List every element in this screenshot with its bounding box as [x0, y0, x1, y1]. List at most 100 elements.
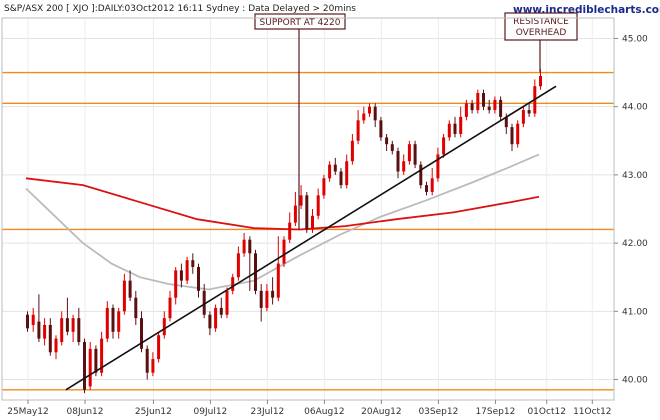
candle: [157, 331, 161, 363]
candle: [60, 311, 64, 346]
candle: [208, 311, 212, 336]
candle: [419, 161, 423, 189]
candle: [499, 96, 503, 121]
candle-body: [305, 195, 309, 230]
candle: [516, 120, 520, 148]
candle: [100, 331, 104, 377]
candle: [482, 89, 485, 111]
y-tick-label: 40.00: [622, 376, 648, 386]
candle: [282, 236, 286, 267]
candle: [197, 263, 200, 298]
candle: [151, 352, 155, 377]
y-tick-label: 43.00: [622, 171, 648, 181]
candle-body: [499, 99, 503, 117]
candle-body: [385, 137, 389, 145]
candle-body: [265, 290, 269, 308]
candle-body: [333, 164, 337, 172]
candle-body: [48, 324, 52, 353]
candle: [459, 106, 463, 138]
candle-body: [88, 348, 92, 387]
x-tick-label: 20Aug12: [361, 407, 401, 417]
candle: [436, 147, 440, 182]
candle-body: [368, 106, 371, 114]
candle-body: [447, 123, 451, 138]
candle-body: [100, 338, 104, 373]
candle: [339, 168, 343, 189]
candle: [470, 99, 474, 114]
candle: [140, 311, 143, 353]
candle-body: [208, 314, 212, 329]
candle-body: [248, 239, 252, 254]
candle-body: [396, 151, 400, 172]
candle: [248, 236, 252, 291]
grid: [2, 18, 614, 400]
candle-body: [185, 260, 189, 281]
candle: [48, 318, 52, 356]
candle-body: [276, 263, 280, 298]
resistance-label-line-1: RESISTANCE: [513, 17, 569, 27]
candle: [83, 338, 86, 394]
candle-body: [26, 314, 29, 329]
candle-body: [504, 116, 508, 128]
candle: [288, 212, 292, 244]
candle-body: [134, 297, 138, 319]
candle-body: [43, 324, 47, 339]
candle-body: [299, 195, 303, 206]
candle: [54, 335, 58, 360]
candle: [202, 284, 206, 319]
candle: [134, 290, 138, 325]
candle-body: [527, 110, 531, 114]
candle: [259, 284, 263, 322]
candle: [65, 297, 69, 336]
candle-body: [140, 318, 143, 349]
candle-body: [419, 164, 423, 186]
candle-body: [373, 106, 377, 121]
candle-body: [174, 270, 178, 298]
candle: [77, 307, 81, 346]
candle: [425, 181, 428, 196]
candle-body: [476, 93, 480, 111]
candle-body: [402, 161, 406, 172]
candle: [390, 140, 394, 155]
candle-body: [345, 161, 349, 186]
candle: [174, 266, 178, 305]
candle: [122, 273, 126, 315]
candle: [476, 89, 480, 114]
candle-body: [453, 123, 457, 134]
x-tick-label: 09Jul12: [194, 407, 228, 417]
candle-body: [293, 205, 297, 223]
candle: [231, 273, 235, 295]
ma-long-line: [25, 177, 540, 231]
candle: [447, 120, 451, 141]
candle-body: [442, 137, 446, 155]
x-tick-label: 25Jun12: [135, 407, 172, 417]
candle-body: [128, 280, 132, 298]
candle: [105, 301, 109, 343]
candle-body: [197, 266, 200, 291]
candle-body: [77, 318, 81, 343]
candle: [311, 209, 314, 233]
support-label: SUPPORT AT 4220: [260, 18, 341, 28]
x-tick-label: 23Jul12: [251, 407, 285, 417]
candle: [168, 290, 172, 322]
candle: [442, 133, 446, 158]
candle-body: [83, 342, 86, 390]
candle: [185, 256, 189, 285]
candle: [71, 314, 75, 343]
candle-body: [493, 99, 497, 111]
candle-body: [516, 123, 520, 145]
candle: [385, 133, 389, 152]
candle-body: [407, 144, 411, 162]
candle: [345, 154, 349, 189]
candle-body: [151, 359, 155, 373]
resistance-label-line-2: OVERHEAD: [516, 28, 567, 38]
candle-body: [31, 314, 35, 325]
candle-body: [425, 185, 428, 192]
candle-body: [162, 318, 166, 336]
candle-body: [145, 348, 149, 373]
candle-body: [242, 239, 246, 254]
x-tick-label: 17Sep12: [475, 407, 515, 417]
candle-body: [316, 195, 320, 216]
